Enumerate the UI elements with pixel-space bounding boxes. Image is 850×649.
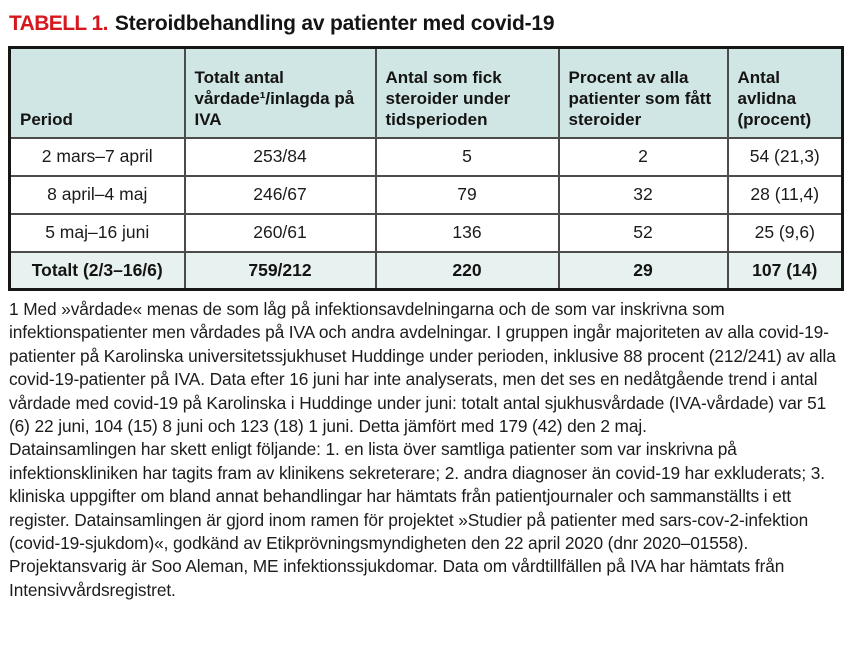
cell-period: 8 april–4 maj [8, 174, 186, 215]
cell-total-cared-total: 759/212 [183, 250, 377, 291]
table-row: 8 april–4 maj 246/67 79 32 28 (11,4) [8, 174, 844, 215]
cell-received-steroids: 5 [374, 136, 560, 177]
page-title: Steroidbehandling av patienter med covid… [114, 12, 555, 35]
cell-deaths: 25 (9,6) [726, 212, 844, 253]
cell-percent-steroids-total: 29 [557, 250, 729, 291]
steroid-treatment-table: Period Totalt antal vårdade¹/inlagda på … [8, 46, 844, 291]
column-header-received-steroids: Antal som fick steroider under tidsperio… [374, 46, 560, 139]
cell-percent-steroids: 52 [557, 212, 729, 253]
cell-percent-steroids: 32 [557, 174, 729, 215]
cell-deaths: 54 (21,3) [726, 136, 844, 177]
column-header-period: Period [8, 46, 186, 139]
cell-received-steroids: 136 [374, 212, 560, 253]
cell-period-total: Totalt (2/3–16/6) [8, 250, 186, 291]
cell-period: 5 maj–16 juni [8, 212, 186, 253]
cell-received-steroids: 79 [374, 174, 560, 215]
cell-deaths-total: 107 (14) [726, 250, 844, 291]
cell-period: 2 mars–7 april [8, 136, 186, 177]
table-row: 5 maj–16 juni 260/61 136 52 25 (9,6) [8, 212, 844, 253]
table-row-total: Totalt (2/3–16/6) 759/212 220 29 107 (14… [8, 250, 844, 291]
footnote-1: 1 Med »vårdade« menas de som låg på infe… [9, 299, 836, 437]
header-row: Period Totalt antal vårdade¹/inlagda på … [8, 46, 844, 139]
table-figure: TABELL 1. Steroidbehandling av patienter… [8, 8, 844, 602]
cell-total-cared: 253/84 [183, 136, 377, 177]
cell-percent-steroids: 2 [557, 136, 729, 177]
figure-title: TABELL 1. Steroidbehandling av patienter… [8, 8, 841, 46]
table-number-label: TABELL 1. [9, 12, 108, 35]
cell-total-cared: 246/67 [183, 174, 377, 215]
footnote-2: Datainsamlingen har skett enligt följand… [9, 439, 825, 600]
cell-deaths: 28 (11,4) [726, 174, 844, 215]
table-row: 2 mars–7 april 253/84 5 2 54 (21,3) [8, 136, 844, 177]
column-header-deaths: Antal avlidna (procent) [726, 46, 844, 139]
footnotes: 1 Med »vårdade« menas de som låg på infe… [8, 291, 841, 602]
column-header-total-cared: Totalt antal vårdade¹/inlagda på IVA [183, 46, 377, 139]
column-header-percent-steroids: Procent av alla patienter som fått stero… [557, 46, 729, 139]
cell-received-steroids-total: 220 [374, 250, 560, 291]
cell-total-cared: 260/61 [183, 212, 377, 253]
